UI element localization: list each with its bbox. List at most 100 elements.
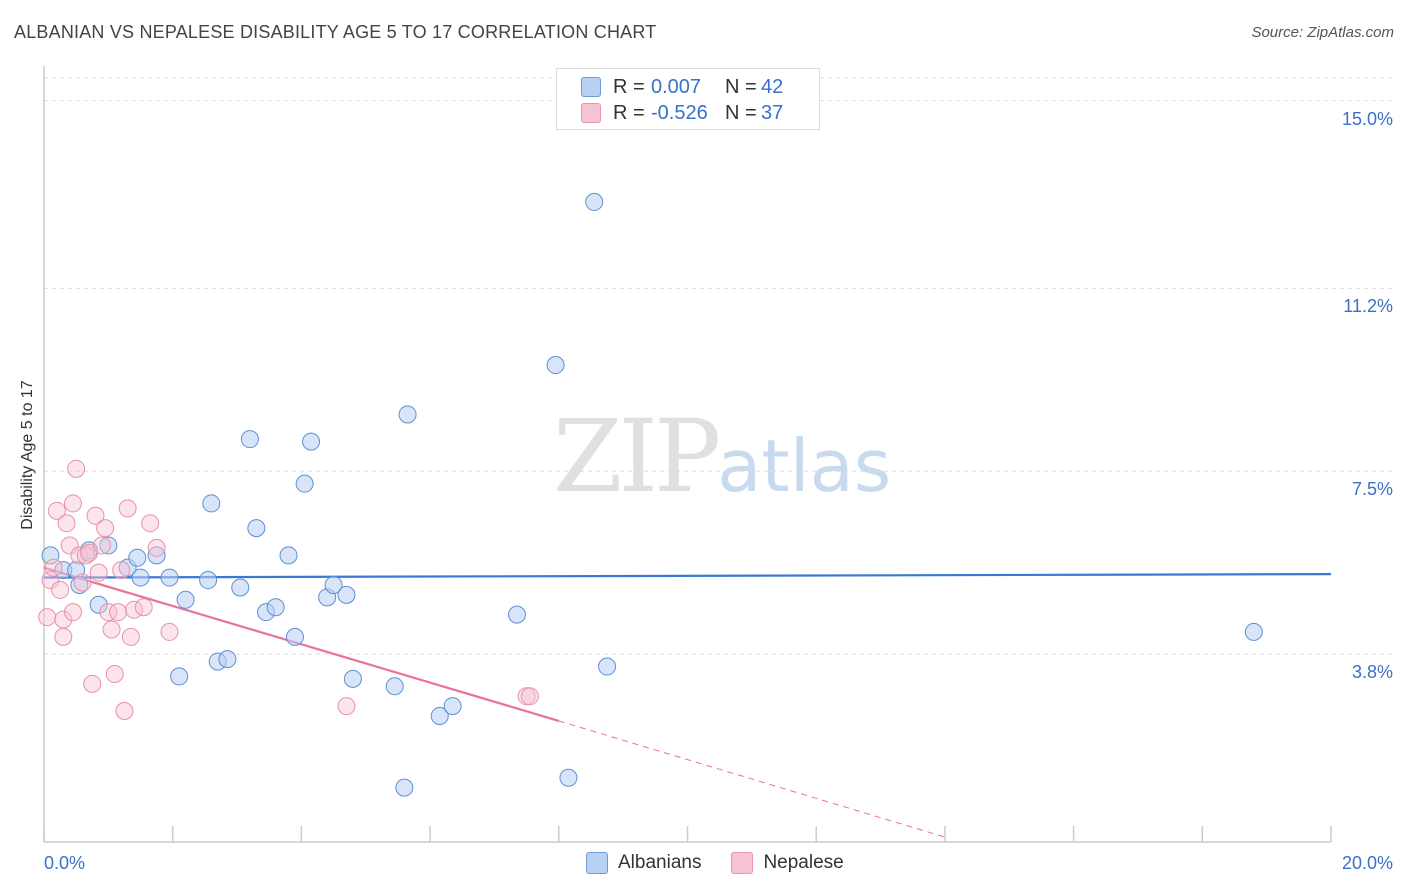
watermark: ZIPatlas (553, 398, 891, 515)
data-points (38, 192, 1263, 797)
watermark-atlas: atlas (717, 424, 892, 508)
stats-legend: R = 0.007 N = 42 R = -0.526 N = 37 (556, 68, 820, 130)
nepalese-point (337, 697, 356, 716)
albanians-point (131, 568, 150, 587)
nepalese-point (47, 501, 66, 520)
nepalese-point (38, 608, 57, 627)
albanians-point (128, 548, 147, 567)
albanians-point (266, 598, 285, 617)
legend-r-value: -0.526 (651, 101, 708, 124)
legend-swatch-blue (581, 77, 601, 97)
albanians-point (324, 575, 343, 594)
nepalese-point (57, 514, 76, 533)
axes (43, 66, 1332, 843)
x-tick-label-min: 0.0% (44, 853, 86, 873)
nepalese-point (147, 538, 166, 557)
nepalese-point (96, 519, 115, 538)
albanians-point (160, 568, 179, 587)
legend-label-albanians: Albanians (618, 852, 702, 873)
nepalese-point (102, 620, 121, 639)
nepalese-point (44, 558, 63, 577)
albanians-point (507, 605, 526, 624)
x-tick-label-max: 20.0% (1341, 853, 1393, 873)
albanians-point (176, 590, 195, 609)
albanians-point (585, 192, 604, 211)
albanians-point (202, 494, 221, 513)
albanians-point (89, 595, 108, 614)
legend-swatch-blue (586, 852, 608, 874)
nepalese-point (92, 536, 111, 555)
albanians-point (295, 474, 314, 493)
nepalese-point (121, 627, 140, 646)
legend-n-value: 42 (761, 75, 784, 98)
nepalese-point (118, 499, 137, 518)
legend-r-value: 0.007 (651, 75, 702, 98)
nepalese-point (99, 603, 118, 622)
albanians-point (546, 356, 565, 375)
legend-r-label: R = (613, 101, 645, 124)
legend-n-value: 37 (761, 101, 784, 124)
legend-item-albanians[interactable]: Albanians (586, 852, 701, 874)
albanians-point (285, 627, 304, 646)
legend-row-nepalese: R = -0.526 N = 37 (581, 101, 783, 125)
legend-row-albanians: R = 0.007 N = 42 (581, 75, 783, 99)
nepalese-trend-line (43, 566, 560, 722)
y-tick-label: 15.0% (1341, 108, 1393, 129)
albanians-point (199, 571, 218, 590)
series-legend: Albanians Nepalese (586, 852, 874, 874)
nepalese-point (51, 580, 70, 599)
albanians-point (279, 546, 298, 565)
legend-r-label: R = (613, 75, 645, 98)
albanians-point (598, 657, 617, 676)
nepalese-point (160, 622, 179, 641)
nepalese-point (76, 546, 95, 565)
legend-n-label: N = (725, 101, 757, 124)
y-tick-label: 11.2% (1343, 296, 1393, 317)
y-axis-label: Disability Age 5 to 17 (19, 380, 36, 530)
albanians-point (70, 575, 89, 594)
nepalese-point (67, 459, 86, 478)
trend-lines (43, 566, 1332, 838)
nepalese-point (83, 674, 102, 693)
albanians-point (1244, 622, 1263, 641)
legend-n-label: N = (725, 75, 757, 98)
albanians-trend-line (43, 573, 1332, 579)
albanians-point (430, 706, 449, 725)
albanians-point (398, 405, 417, 424)
watermark-zip: ZIP (553, 398, 721, 515)
albanians-point (170, 667, 189, 686)
albanians-point (343, 669, 362, 688)
legend-item-nepalese[interactable]: Nepalese (731, 852, 844, 874)
nepalese-point (112, 561, 131, 580)
albanians-point (302, 432, 321, 451)
albanians-point (99, 536, 118, 555)
nepalese-point (86, 506, 105, 525)
nepalese-point (115, 702, 134, 721)
albanians-point (147, 546, 166, 565)
nepalese-point (54, 627, 73, 646)
gridlines (44, 77, 1395, 655)
nepalese-point (105, 664, 124, 683)
albanians-point (240, 430, 259, 449)
nepalese-point (60, 536, 79, 555)
chart-title: ALBANIAN VS NEPALESE DISABILITY AGE 5 TO… (14, 22, 657, 42)
y-tick-label: 7.5% (1351, 479, 1393, 500)
nepalese-point (63, 494, 82, 513)
albanians-point (247, 519, 266, 538)
nepalese-point (109, 603, 128, 622)
legend-swatch-pink (731, 852, 754, 874)
nepalese-point (134, 598, 153, 617)
nepalese-point (141, 514, 160, 533)
nepalese-trend-extension (558, 720, 946, 838)
legend-label-nepalese: Nepalese (763, 852, 844, 873)
albanians-point (218, 650, 237, 669)
source-label: Source: ZipAtlas.com (1251, 24, 1394, 41)
nepalese-point (63, 603, 82, 622)
albanians-point (559, 768, 578, 787)
albanians-point (395, 778, 414, 797)
albanians-point (443, 697, 462, 716)
albanians-point (337, 585, 356, 604)
nepalese-point (89, 563, 108, 582)
nepalese-point (73, 573, 92, 592)
